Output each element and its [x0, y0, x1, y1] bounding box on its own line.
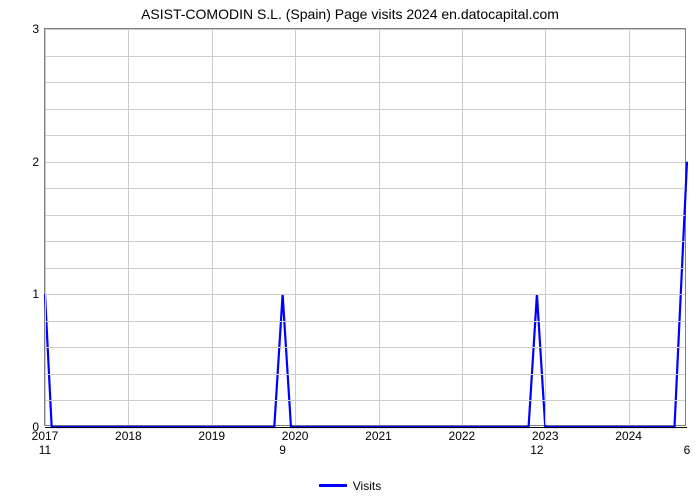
- x-tick-label: 2019: [198, 429, 225, 443]
- legend-label: Visits: [353, 479, 381, 493]
- y-tick-label: 1: [32, 287, 39, 301]
- gridline-h: [45, 321, 685, 322]
- legend: Visits: [0, 478, 700, 493]
- gridline-h: [45, 188, 685, 189]
- gridline-h: [45, 374, 685, 375]
- gridline-h: [45, 135, 685, 136]
- x-tick-label: 2018: [115, 429, 142, 443]
- x-tick-label: 2020: [282, 429, 309, 443]
- gridline-v: [45, 29, 46, 425]
- gridline-h: [45, 162, 685, 163]
- point-annotation: 11: [39, 443, 51, 457]
- gridline-v: [629, 29, 630, 425]
- gridline-h: [45, 109, 685, 110]
- point-annotation: 6: [684, 443, 691, 457]
- chart-container: ASIST-COMODIN S.L. (Spain) Page visits 2…: [0, 0, 700, 500]
- gridline-v: [128, 29, 129, 425]
- gridline-h: [45, 241, 685, 242]
- x-tick-label: 2021: [365, 429, 392, 443]
- gridline-v: [379, 29, 380, 425]
- y-tick-label: 2: [32, 155, 39, 169]
- gridline-h: [45, 347, 685, 348]
- line-series: [45, 29, 687, 427]
- chart-title: ASIST-COMODIN S.L. (Spain) Page visits 2…: [0, 6, 700, 22]
- x-tick-label: 2024: [615, 429, 642, 443]
- x-tick-label: 2017: [32, 429, 59, 443]
- y-tick-label: 3: [32, 22, 39, 36]
- gridline-v: [462, 29, 463, 425]
- legend-swatch: [319, 484, 347, 487]
- gridline-h: [45, 215, 685, 216]
- gridline-h: [45, 56, 685, 57]
- x-tick-label: 2023: [532, 429, 559, 443]
- gridline-h: [45, 82, 685, 83]
- point-annotation: 12: [530, 443, 543, 457]
- gridline-v: [545, 29, 546, 425]
- gridline-v: [295, 29, 296, 425]
- gridline-h: [45, 29, 685, 30]
- gridline-h: [45, 294, 685, 295]
- gridline-v: [212, 29, 213, 425]
- point-annotation: 9: [279, 443, 286, 457]
- zero-axis: [45, 427, 687, 428]
- gridline-h: [45, 400, 685, 401]
- x-tick-label: 2022: [449, 429, 476, 443]
- plot-area: 0123201720182019202020212022202320241191…: [44, 28, 686, 426]
- gridline-h: [45, 268, 685, 269]
